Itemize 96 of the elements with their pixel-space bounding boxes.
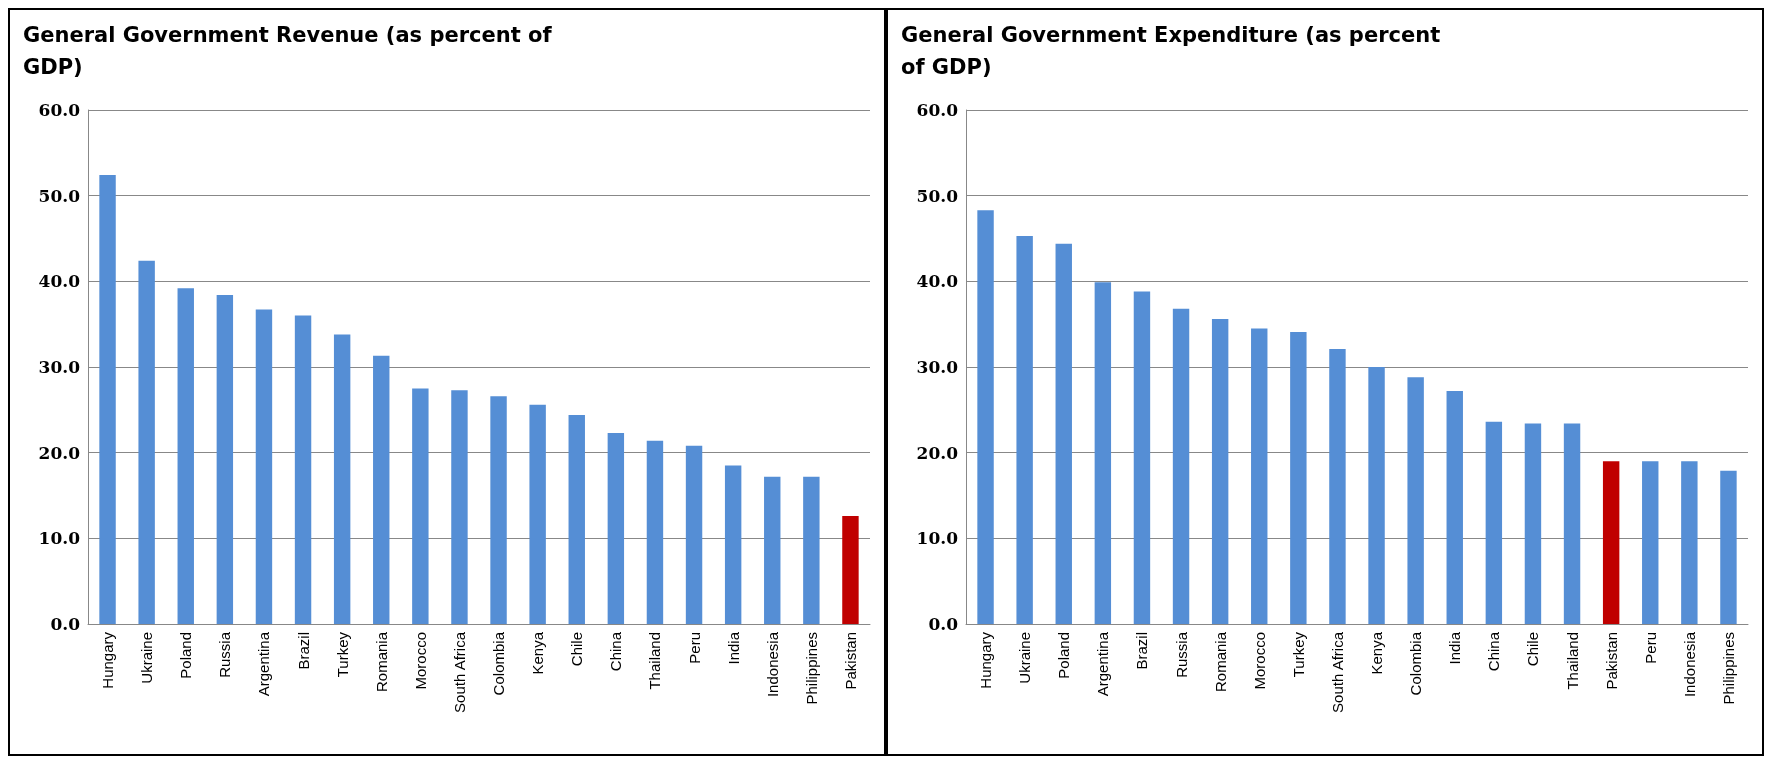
x-tick-label: Indonesia: [763, 631, 781, 698]
x-tick-label: Argentina: [1094, 631, 1112, 697]
y-tick-label: 50.0: [916, 185, 959, 206]
x-tick-label: China: [1485, 631, 1503, 672]
bar: [1133, 291, 1151, 624]
x-tick-label: Morocco: [411, 632, 429, 690]
x-tick-label: Peru: [1641, 632, 1659, 664]
bar: [294, 315, 312, 624]
bar: [1407, 377, 1424, 624]
bar: [646, 440, 664, 624]
bar: [1524, 423, 1542, 624]
x-tick-label: Russia: [216, 631, 234, 678]
bar: [373, 355, 390, 624]
x-tick-label: Kenya: [529, 631, 547, 675]
x-tick-label: Colombia: [1407, 631, 1425, 696]
bar: [490, 396, 507, 624]
y-tick-label: 10.0: [38, 528, 81, 549]
x-tick-label: Ukraine: [1016, 632, 1034, 684]
bar: [177, 288, 194, 624]
x-tick-label: Colombia: [490, 631, 508, 696]
bar: [607, 432, 625, 624]
y-tick-label: 30.0: [38, 357, 81, 377]
x-tick-label: China: [607, 631, 625, 672]
x-tick-label: Russia: [1172, 631, 1190, 678]
bar: [803, 476, 820, 624]
y-tick-label: 20.0: [38, 442, 81, 463]
x-tick-label: India: [1446, 631, 1464, 665]
x-tick-label: Philippines: [1719, 632, 1737, 705]
x-tick-label: Poland: [1055, 632, 1073, 679]
bar: [1368, 367, 1385, 624]
y-tick-label: 0.0: [928, 614, 959, 634]
x-tick-label: Brazil: [1133, 632, 1151, 670]
chart-title: General Government Revenue (as percent of GDP): [23, 23, 559, 79]
bar: [1563, 423, 1581, 624]
x-tick-label: Argentina: [255, 631, 273, 697]
bar: [1094, 282, 1112, 624]
bar: [1485, 421, 1503, 624]
y-tick-label: 20.0: [916, 442, 959, 463]
x-tick-label: Thailand: [1563, 632, 1581, 690]
bar: [1681, 461, 1698, 624]
y-tick-label: 40.0: [916, 271, 959, 292]
bar: [216, 295, 234, 624]
y-tick-label: 60.0: [38, 100, 81, 120]
bar: [1446, 390, 1463, 624]
bar: [412, 388, 429, 624]
y-tick-label: 30.0: [916, 357, 959, 377]
bar: [977, 210, 994, 624]
bar: [1720, 470, 1737, 624]
x-tick-label: Romania: [1211, 631, 1229, 693]
bar: [1172, 308, 1190, 624]
bar: [333, 334, 351, 624]
x-tick-label: Pakistan: [1602, 632, 1620, 690]
x-tick-label: Poland: [177, 632, 195, 679]
bar: [451, 390, 468, 624]
y-tick-label: 40.0: [38, 271, 81, 292]
x-tick-label: Chile: [1524, 632, 1542, 667]
bar: [138, 260, 155, 624]
bar: [1016, 235, 1033, 624]
bar: [255, 309, 273, 624]
x-tick-label: South Africa: [1328, 631, 1346, 713]
x-tick-label: Indonesia: [1680, 631, 1698, 698]
x-tick-label: South Africa: [450, 631, 468, 713]
y-tick-label: 60.0: [916, 100, 959, 120]
x-tick-label: Brazil: [294, 632, 312, 670]
bar: [568, 414, 585, 624]
x-tick-label: Pakistan: [841, 632, 859, 690]
y-tick-label: 50.0: [38, 185, 81, 206]
bar: [724, 465, 742, 624]
bar: [1211, 319, 1229, 624]
bar: [1290, 331, 1307, 624]
x-tick-label: Romania: [372, 631, 390, 693]
x-tick-label: Hungary: [99, 631, 117, 689]
bar: [842, 516, 859, 624]
chart-title: General Government Expenditure (as percent of GDP): [901, 23, 1448, 79]
bar: [1329, 349, 1346, 624]
bar: [529, 404, 546, 624]
bar: [1251, 328, 1268, 624]
y-tick-label: 10.0: [916, 528, 959, 549]
x-tick-label: Chile: [568, 632, 586, 667]
x-tick-label: Peru: [685, 632, 703, 664]
bar: [685, 445, 703, 624]
x-tick-label: Thailand: [646, 632, 664, 690]
x-tick-label: Morocco: [1250, 632, 1268, 690]
x-tick-label: Ukraine: [138, 632, 156, 684]
x-tick-label: Philippines: [802, 632, 820, 705]
bar: [1602, 461, 1620, 624]
bar: [1642, 461, 1659, 624]
y-tick-label: 0.0: [50, 614, 81, 634]
x-tick-label: Turkey: [333, 631, 351, 678]
x-tick-label: India: [724, 631, 742, 665]
x-tick-label: Kenya: [1368, 631, 1386, 675]
x-tick-label: Turkey: [1289, 631, 1307, 678]
bar: [1055, 243, 1072, 624]
x-tick-label: Hungary: [977, 631, 995, 689]
bar: [99, 175, 116, 624]
bar: [764, 476, 781, 624]
